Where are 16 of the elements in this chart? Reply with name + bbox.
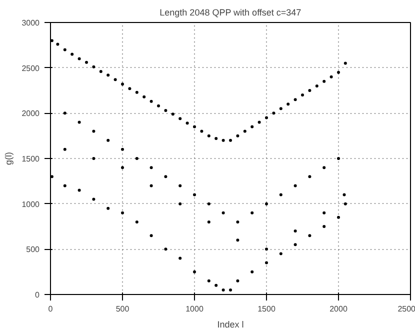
y-tick-label: 2000 — [22, 109, 40, 118]
x-tick-label: 2000 — [330, 304, 348, 314]
y-axis-title: g(l) — [4, 152, 14, 165]
x-tick-label: 500 — [116, 304, 130, 314]
x-tick-label: 0 — [48, 304, 54, 314]
x-tick-label: 1500 — [258, 304, 276, 314]
y-tick-label: 1500 — [22, 154, 40, 164]
y-tick-label: 0 — [35, 290, 40, 300]
x-tick-label: 1000 — [186, 304, 204, 314]
y-tick-label: 2500 — [22, 64, 40, 73]
x-axis-title: Index l — [217, 320, 244, 330]
y-tick-label: 500 — [26, 245, 40, 254]
y-tick-label: 3000 — [22, 18, 40, 28]
x-tick-label: 2500 — [398, 304, 415, 314]
chart-title: Length 2048 QPP with offset c=347 — [160, 8, 302, 18]
y-tick-label: 1000 — [22, 200, 40, 209]
